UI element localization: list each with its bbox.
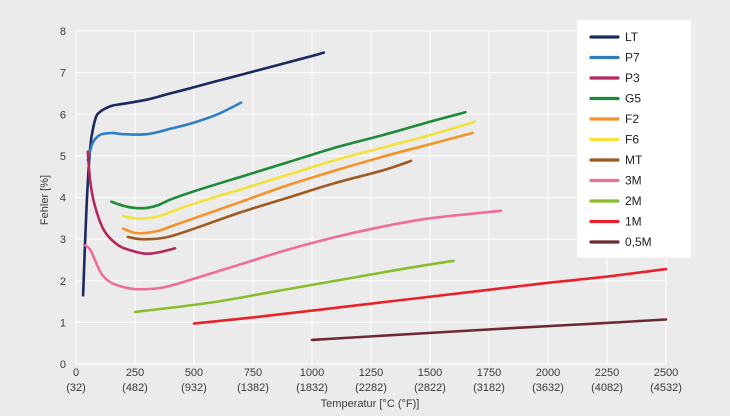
legend-label-lt: LT [625, 30, 639, 44]
x-tick-label: 500 [185, 367, 203, 379]
y-tick-label: 4 [60, 193, 66, 205]
legend-label-3m: 3M [625, 174, 642, 188]
legend: LT P7 P3 G5 F2 F6 MT 3M 2M 1M 0,5M [577, 20, 691, 258]
legend-label-1m: 1M [625, 215, 642, 229]
y-axis-ticks: 0 1 2 3 4 5 6 7 8 [60, 26, 66, 371]
x-tick-label: 750 [244, 367, 262, 379]
y-tick-label: 1 [60, 317, 66, 329]
x-tick-sublabel: (32) [66, 382, 86, 394]
y-tick-label: 6 [60, 109, 66, 121]
x-tick-sublabel: (3632) [532, 382, 564, 394]
y-tick-label: 0 [60, 359, 66, 371]
x-axis-ticks: 0 (32) 250 (482) 500 (932) 750 (1382) 1000 (1832)… [66, 367, 682, 394]
legend-label-p7: P7 [625, 51, 640, 65]
series-line-g5 [110, 110, 467, 210]
y-tick-label: 5 [60, 151, 66, 163]
legend-label-f6: F6 [625, 133, 639, 147]
x-tick-sublabel: (2282) [355, 382, 387, 394]
series-line-f2 [121, 131, 474, 235]
series-line-p7 [86, 101, 243, 162]
series-line-3m [84, 209, 503, 291]
x-tick-sublabel: (4082) [591, 382, 623, 394]
legend-label-mt: MT [625, 153, 643, 167]
legend-label-2m: 2M [625, 194, 642, 208]
x-tick-label: 1750 [477, 367, 501, 379]
x-tick-sublabel: (1382) [237, 382, 269, 394]
y-tick-label: 8 [60, 26, 66, 38]
series-line-2m [133, 259, 455, 314]
series-lines [81, 51, 668, 342]
x-tick-label: 1250 [359, 367, 383, 379]
series-line-1m [192, 267, 668, 325]
legend-label-0-5m: 0,5M [625, 235, 652, 249]
series-line-0-5m [310, 318, 668, 342]
x-tick-sublabel: (482) [122, 382, 148, 394]
x-tick-label: 0 [73, 367, 79, 379]
legend-label-p3: P3 [625, 71, 640, 85]
legend-label-f2: F2 [625, 112, 639, 126]
y-tick-label: 7 [60, 68, 66, 80]
x-tick-label: 1000 [300, 367, 324, 379]
x-tick-label: 2250 [595, 367, 619, 379]
x-axis-label: Temperatur [°C (°F)] [321, 398, 420, 410]
x-tick-label: 1500 [418, 367, 442, 379]
x-tick-sublabel: (4532) [650, 382, 682, 394]
series-line-mt [126, 159, 413, 241]
series-line-lt [81, 51, 326, 297]
legend-label-g5: G5 [625, 92, 641, 106]
series-line-p3 [86, 150, 177, 256]
y-tick-label: 2 [60, 276, 66, 288]
x-tick-sublabel: (1832) [296, 382, 328, 394]
x-tick-sublabel: (932) [181, 382, 207, 394]
series-line-f6 [121, 120, 477, 220]
x-tick-label: 2500 [654, 367, 678, 379]
x-tick-sublabel: (2822) [414, 382, 446, 394]
y-axis-label: Fehler [%] [39, 175, 51, 225]
y-tick-label: 3 [60, 234, 66, 246]
x-tick-label: 250 [126, 367, 144, 379]
x-tick-sublabel: (3182) [473, 382, 505, 394]
x-tick-label: 2000 [536, 367, 560, 379]
